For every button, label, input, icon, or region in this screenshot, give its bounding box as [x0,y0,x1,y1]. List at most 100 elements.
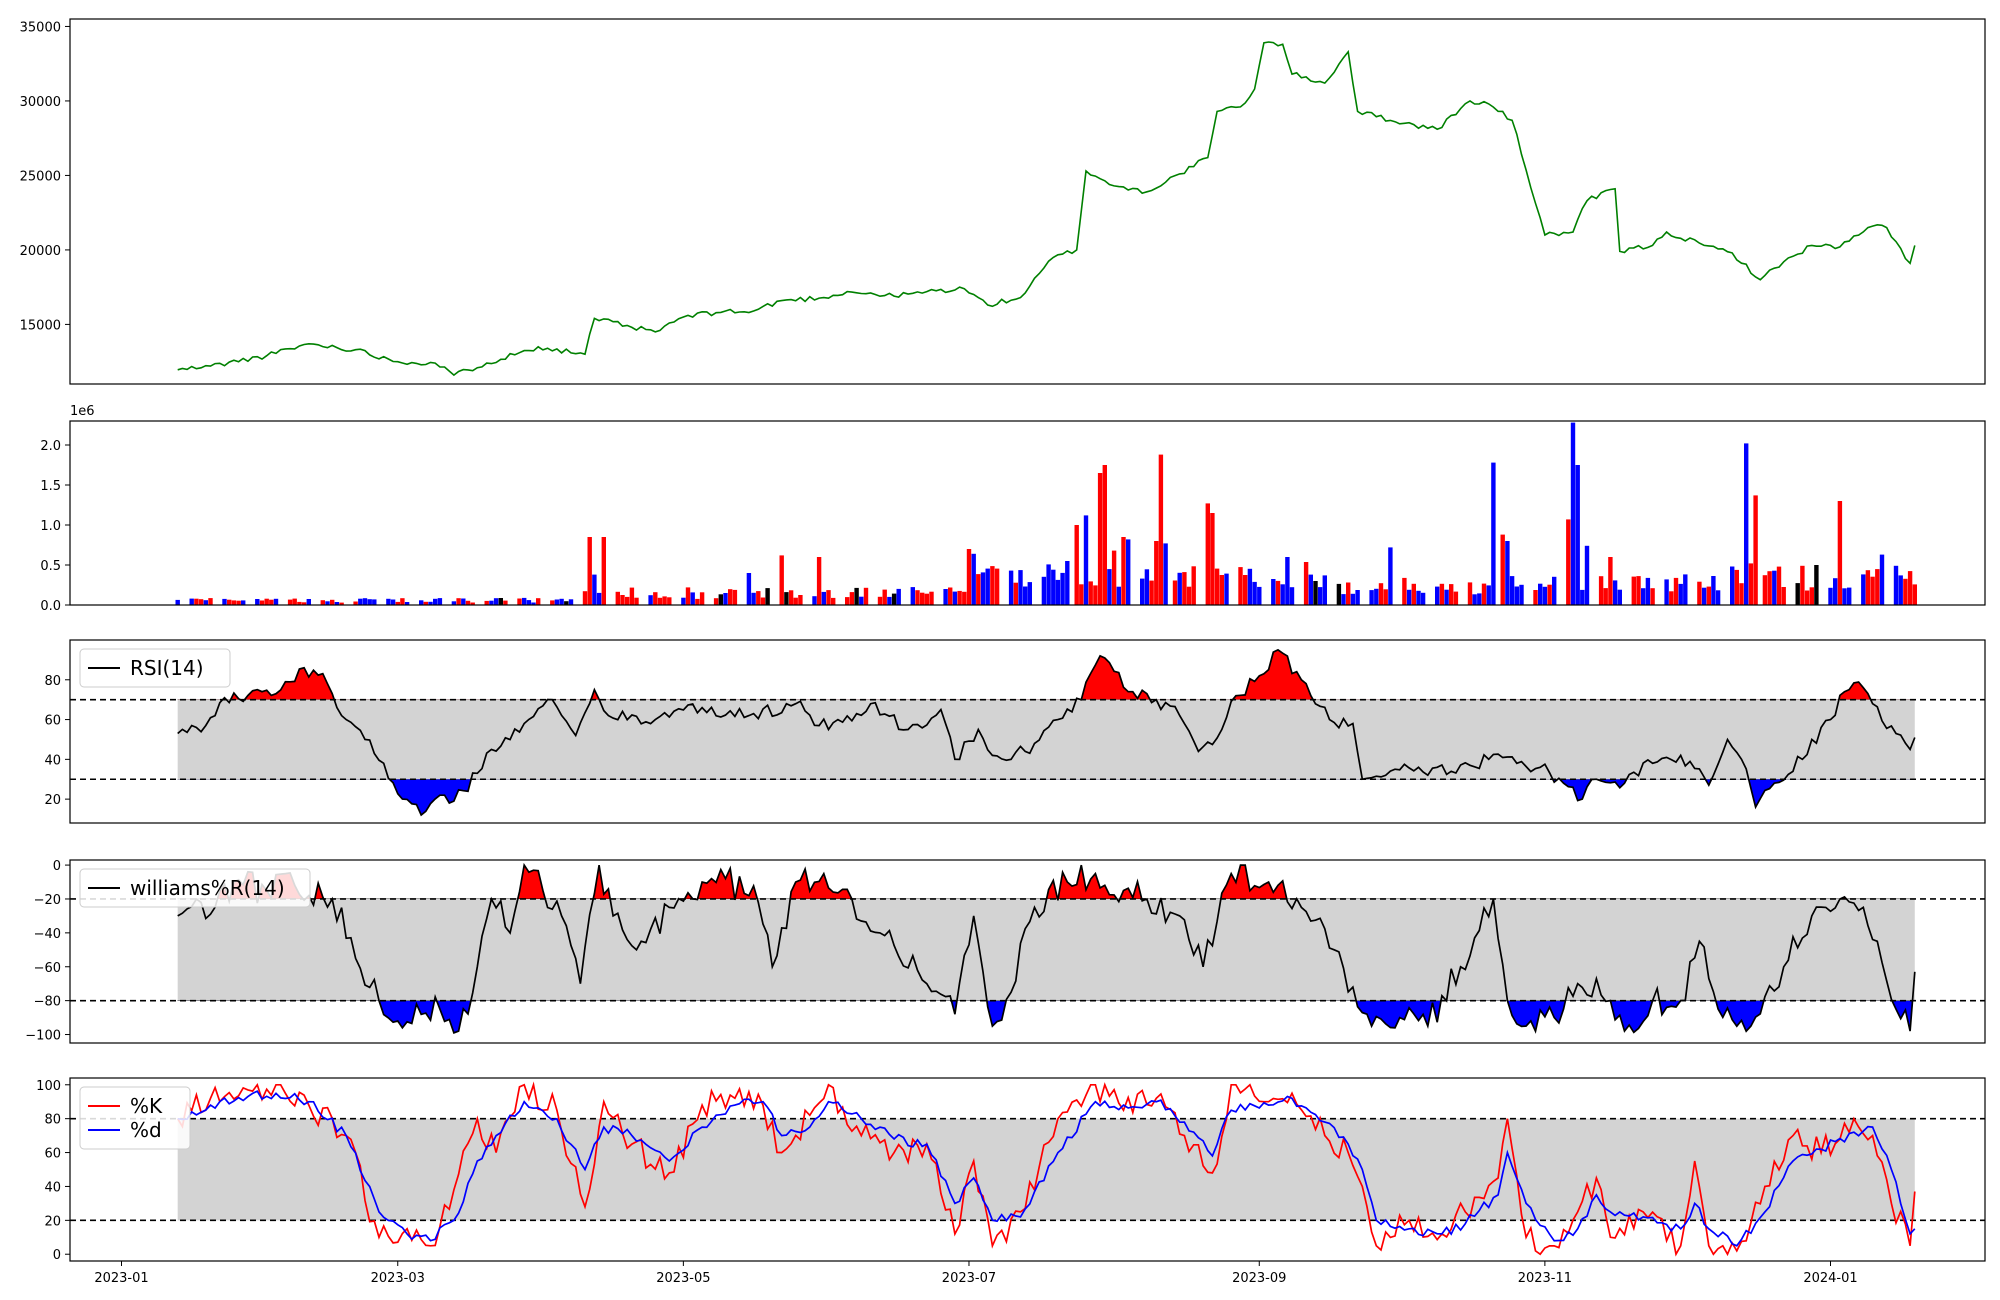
price-ytick-label: 35000 [20,20,61,35]
volume-bar [1706,586,1711,605]
volume-bar [1631,576,1636,605]
volume-bar [433,598,438,605]
volume-bar [362,598,368,605]
volume-bar [788,590,794,605]
volume-bar [859,596,864,605]
volume-bar [1669,591,1674,605]
volume-bar [1406,589,1412,605]
williams-ytick-label: −40 [34,927,61,942]
volume-bar [877,596,883,605]
volume-bar [620,595,625,605]
volume-bar [1500,534,1505,605]
volume-bar [910,587,915,605]
volume-bar [550,600,555,605]
volume-bar [882,589,887,605]
volume-bar [1781,587,1786,605]
rsi-frame [69,639,1986,824]
volume-bar [1542,586,1548,605]
volume-bar [522,597,527,605]
rsi-line [177,648,1916,817]
volume-bar [681,597,686,605]
volume-ytick-label: 0.5 [40,559,61,574]
volume-bar [779,555,784,605]
volume-bar [1453,591,1459,605]
volume-bar [1879,554,1885,605]
volume-bar [1617,589,1622,605]
rsi-band [177,699,1915,780]
volume-bar [1065,561,1070,605]
williams-ytick-label: −20 [34,893,61,908]
williams-line [177,862,1916,1035]
volume-bar [1715,590,1721,605]
volume-bar [826,590,831,605]
rsi-legend-box [79,648,231,688]
volume-bar [980,572,986,605]
volume-bar [1252,581,1257,605]
volume-bar [1734,569,1739,605]
volume-bar [1378,583,1384,605]
volume-bar [175,599,180,605]
volume-bar [1074,525,1079,605]
volume-bar [1317,587,1323,605]
volume-bar [1271,579,1276,605]
volume-bar [517,598,522,605]
volume-bar [1088,581,1093,605]
volume-bar [1701,587,1707,605]
volume-bar [924,593,929,605]
volume-bar [1158,454,1164,605]
volume-bar [1748,563,1754,605]
rsi-ytick-label: 80 [44,674,61,689]
volume-bar [1809,587,1814,605]
volume-bar [1102,465,1107,605]
volume-bar [1346,582,1351,605]
volume-bar [849,592,855,605]
x-tick-label: 2023-11 [1518,1271,1572,1286]
volume-bar [259,600,265,605]
x-tick-label: 2024-01 [1803,1271,1857,1286]
volume-bar [854,587,859,605]
x-tick-label: 2023-03 [371,1271,425,1286]
volume-bar [985,568,990,605]
volume-bar [559,598,564,605]
volume-bar [1753,495,1758,605]
volume-bar [1795,583,1800,605]
volume-bar [592,574,597,605]
volume-bar [1744,443,1749,605]
volume-bar [1303,562,1309,605]
volume-bar [1762,575,1768,605]
volume-bar [1870,576,1875,605]
volume-bar [320,600,325,605]
price-ytick-label: 20000 [20,244,61,259]
volume-bar [685,587,691,605]
volume-bar [1177,572,1182,605]
volume-bar [568,599,574,605]
volume-bar [1420,592,1426,605]
volume-offset-label: 1e6 [70,404,95,419]
volume-bar [1847,587,1852,605]
volume-bar [891,593,897,605]
williams-ytick-label: −100 [25,1029,61,1044]
price-line [177,41,1916,377]
volume-bar [625,596,630,605]
volume-bar [657,597,663,605]
volume-bar [395,601,400,605]
volume-bar [1416,590,1421,605]
volume-bar [437,598,443,605]
rsi-ytick-label: 20 [44,793,61,808]
stochastic-ytick-label: 0 [53,1248,61,1263]
volume-bar [1247,568,1253,605]
volume-bar [1219,575,1224,605]
volume-bar [194,598,199,605]
volume-bar [976,574,981,605]
volume-bar [1828,587,1833,605]
williams-legend-box [79,868,311,908]
stochastic-d-line [177,1090,1916,1247]
volume-bar [1322,575,1327,605]
volume-bar [1402,577,1407,605]
volume-bar [1275,580,1281,605]
volume-bar [306,599,311,605]
williams-ytick-label: −60 [34,961,61,976]
volume-bar [1280,584,1285,605]
volume-bar [1603,588,1608,605]
volume-bar [423,601,428,605]
